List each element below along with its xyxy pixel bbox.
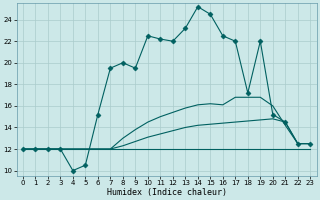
X-axis label: Humidex (Indice chaleur): Humidex (Indice chaleur) <box>107 188 227 197</box>
